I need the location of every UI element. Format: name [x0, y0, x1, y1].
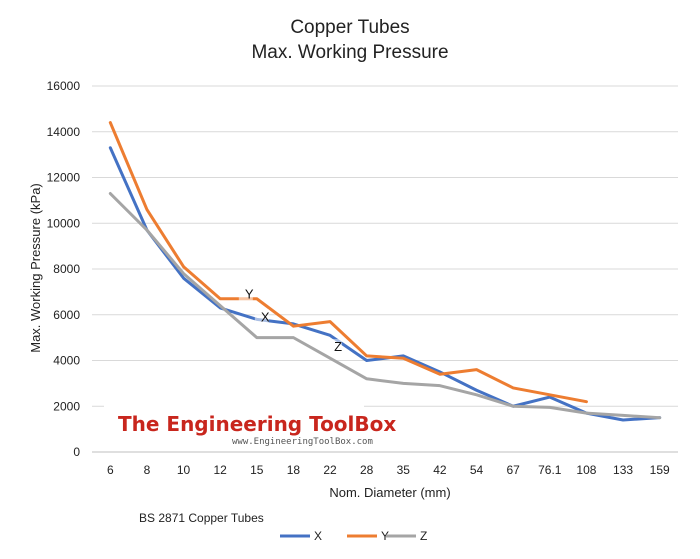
watermark-url: www.EngineeringToolBox.com	[232, 437, 373, 447]
y-tick-label: 14000	[47, 125, 81, 139]
chart-note: BS 2871 Copper Tubes	[139, 511, 264, 525]
x-axis-label: Nom. Diameter (mm)	[329, 485, 450, 500]
annotation-label-z: Z	[334, 339, 342, 354]
data-point-y	[328, 320, 332, 323]
data-point-z	[182, 272, 185, 275]
y-tick-label: 6000	[53, 308, 80, 322]
data-point-z	[109, 192, 112, 195]
data-point-y	[292, 324, 295, 328]
y-tick-labels: 0 2000 4000 6000 8000 10000 12000 14000 16000	[47, 79, 81, 459]
data-point-y	[182, 265, 185, 268]
x-tick-label: 35	[397, 463, 411, 477]
data-point-x	[365, 359, 368, 362]
data-point-z	[621, 414, 625, 417]
x-tick-label: 54	[470, 463, 484, 477]
legend: X Y Z	[280, 529, 427, 543]
watermark-logo: The Engineering ToolBox www.EngineeringT…	[104, 405, 396, 449]
data-point-y	[548, 393, 552, 397]
data-point-z	[255, 336, 259, 339]
x-tick-label: 28	[360, 463, 374, 477]
data-point-x	[402, 354, 405, 358]
series-line-x	[108, 146, 662, 422]
data-point-y	[109, 121, 112, 124]
annotation-label-y: Y	[245, 286, 254, 301]
data-point-z	[658, 416, 661, 419]
y-tick-label: 16000	[47, 79, 81, 93]
data-point-y	[511, 386, 515, 390]
y-tick-label: 0	[73, 445, 80, 459]
x-tick-label: 133	[613, 463, 633, 477]
data-point-z	[548, 406, 552, 409]
y-tick-label: 4000	[53, 354, 80, 368]
legend-label-x: X	[314, 529, 322, 543]
x-tick-label: 22	[323, 463, 337, 477]
x-tick-label: 6	[107, 463, 114, 477]
x-tick-label: 108	[576, 463, 596, 477]
y-axis-label: Max. Working Pressure (kPa)	[28, 183, 43, 353]
x-tick-labels: 6 8 10 12 15 18 22 28 35 42 54 67 76.1 108 133 159	[107, 463, 670, 477]
x-tick-label: 10	[177, 463, 191, 477]
series-z	[108, 192, 662, 420]
annotation-background	[238, 286, 253, 301]
line-annotations: YX Z	[238, 286, 343, 354]
series-line-z	[108, 192, 662, 420]
data-point-y	[438, 373, 442, 376]
x-tick-label: 8	[144, 463, 151, 477]
watermark-brand: The Engineering ToolBox	[118, 412, 396, 436]
series-y	[108, 121, 588, 404]
annotation-label-x: X	[261, 309, 270, 324]
data-point-z	[145, 228, 149, 232]
data-point-y	[145, 208, 149, 211]
x-tick-label: 159	[650, 463, 670, 477]
x-tick-label: 67	[507, 463, 521, 477]
data-point-z	[475, 393, 478, 397]
data-point-z	[365, 377, 368, 380]
series-lines	[108, 121, 662, 422]
data-point-z	[218, 304, 222, 307]
data-point-x	[109, 146, 112, 149]
data-point-y	[255, 297, 259, 300]
annotation-background	[254, 309, 269, 324]
data-point-y	[218, 297, 222, 300]
watermark-background	[104, 405, 364, 449]
y-tick-label: 2000	[53, 399, 80, 413]
data-point-x	[328, 334, 332, 337]
x-tick-label: 42	[433, 463, 447, 477]
chart-title-line-1: Copper Tubes	[290, 17, 409, 38]
data-point-x	[548, 395, 552, 399]
data-point-z	[438, 384, 442, 387]
data-point-y	[402, 357, 405, 360]
legend-label-z: Z	[420, 529, 427, 543]
x-tick-label: 18	[287, 463, 301, 477]
data-point-z	[511, 405, 515, 408]
x-tick-label: 76.1	[538, 463, 562, 477]
data-point-y	[365, 354, 368, 358]
data-point-x	[475, 389, 478, 392]
x-tick-label: 12	[214, 463, 228, 477]
data-point-x	[621, 418, 625, 422]
y-tick-label: 8000	[53, 262, 80, 276]
chart-title-line-2: Max. Working Pressure	[251, 42, 448, 63]
data-point-x	[182, 276, 185, 280]
data-point-z	[402, 382, 405, 385]
y-tick-label: 12000	[47, 171, 81, 185]
y-tick-label: 10000	[47, 216, 81, 230]
data-point-z	[292, 336, 295, 339]
legend-label-y: Y	[381, 529, 389, 543]
data-point-y	[585, 400, 588, 403]
x-tick-label: 15	[250, 463, 264, 477]
data-point-z	[328, 357, 332, 360]
annotation-background	[328, 339, 343, 354]
data-point-y	[475, 368, 478, 371]
series-line-y	[108, 121, 588, 404]
data-point-z	[585, 411, 588, 415]
